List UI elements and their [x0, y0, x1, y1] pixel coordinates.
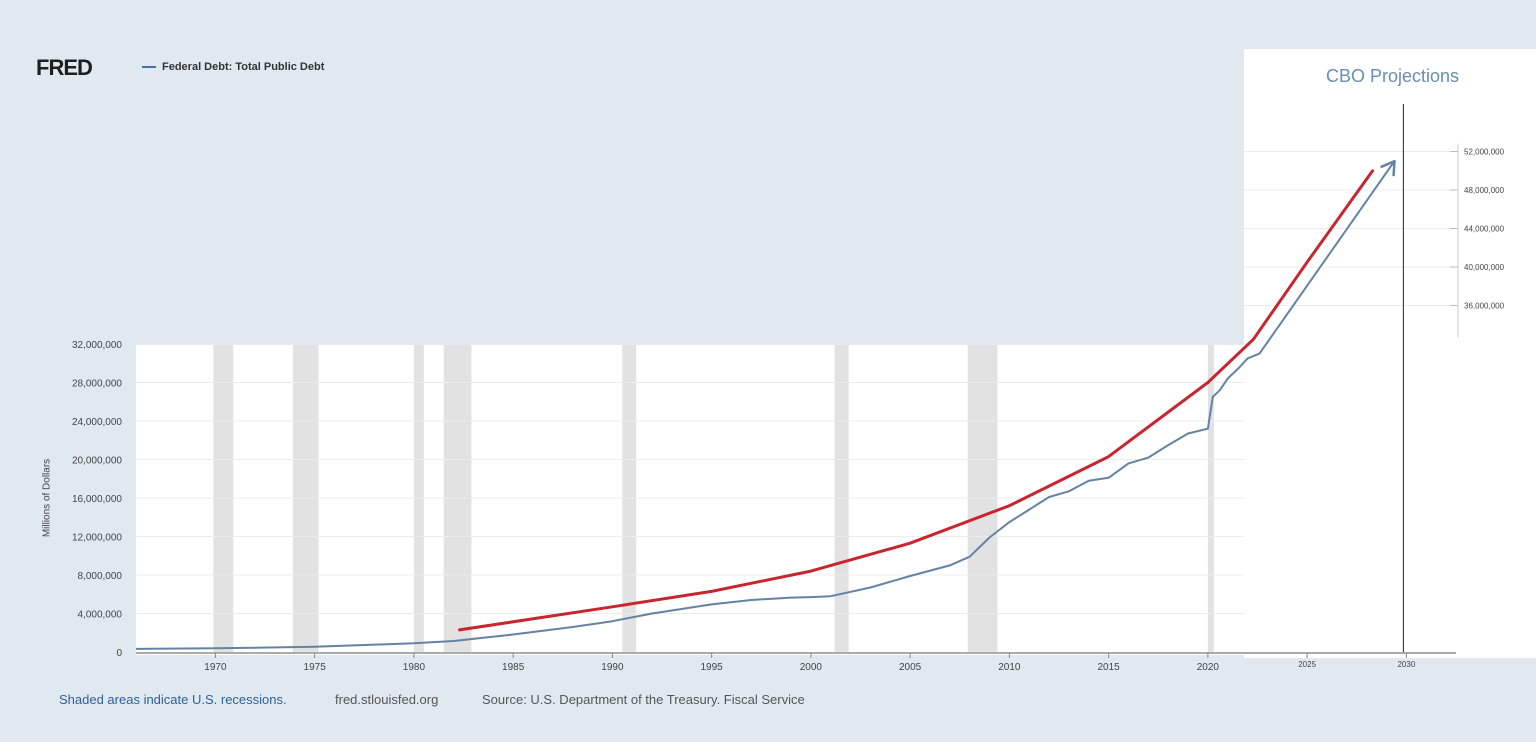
recessions-note: Shaded areas indicate U.S. recessions.	[59, 692, 287, 707]
y-tick-label: 32,000,000	[72, 340, 122, 351]
y-tick-label: 20,000,000	[72, 456, 122, 467]
x-tick-label: 1990	[601, 662, 624, 673]
plot-background	[136, 345, 1456, 655]
projection-inset-panel	[1244, 49, 1536, 658]
projection-y-tick-label: 52,000,000	[1464, 148, 1505, 157]
cbo-projections-title: CBO Projections	[1326, 66, 1460, 86]
y-tick-label: 0	[116, 648, 122, 659]
source-note: Source: U.S. Department of the Treasury.…	[482, 692, 805, 707]
y-tick-label: 8,000,000	[78, 571, 123, 582]
debt-series-line	[135, 160, 1396, 650]
legend: Federal Debt: Total Public Debt	[142, 61, 324, 73]
x-tick-label: 2005	[899, 662, 922, 673]
x-tick-label: 1970	[204, 662, 227, 673]
projection-y-tick-label: 44,000,000	[1464, 225, 1505, 234]
projection-y-tick-label: 48,000,000	[1464, 186, 1505, 195]
fred-logo: FRED	[36, 55, 93, 80]
x-tick-label: 2015	[1098, 662, 1121, 673]
projection-arrowhead	[1380, 159, 1396, 177]
x-tick-label: 1975	[304, 662, 327, 673]
x-tick-label: 2010	[998, 662, 1021, 673]
legend-swatch	[142, 66, 156, 68]
y-tick-label: 12,000,000	[72, 533, 122, 544]
x-tick-label: 2020	[1197, 662, 1220, 673]
x-tick-label: 2025	[1298, 660, 1316, 669]
y-axis-label: Millions of Dollars	[41, 458, 53, 538]
x-tick-label: 1980	[403, 662, 426, 673]
x-tick-label: 1995	[701, 662, 724, 673]
y-tick-label: 16,000,000	[72, 494, 122, 505]
series-lines	[135, 159, 1396, 650]
axes: 0 4,000,000 8,000,000 12,000,000 16,000,000 2…	[72, 104, 1505, 673]
x-tick-label: 1985	[502, 662, 525, 673]
site-link[interactable]: fred.stlouisfed.org	[335, 692, 439, 707]
legend-label: Federal Debt: Total Public Debt	[162, 61, 325, 73]
y-tick-label: 28,000,000	[72, 379, 122, 390]
projection-y-tick-label: 36,000,000	[1464, 302, 1505, 311]
y-tick-label: 24,000,000	[72, 417, 122, 428]
x-tick-label: 2000	[800, 662, 823, 673]
trend-curve	[458, 169, 1375, 632]
x-tick-label: 2030	[1397, 660, 1415, 669]
projection-y-tick-label: 40,000,000	[1464, 263, 1505, 272]
y-tick-label: 4,000,000	[78, 610, 123, 621]
grid-lines	[136, 151, 1458, 614]
